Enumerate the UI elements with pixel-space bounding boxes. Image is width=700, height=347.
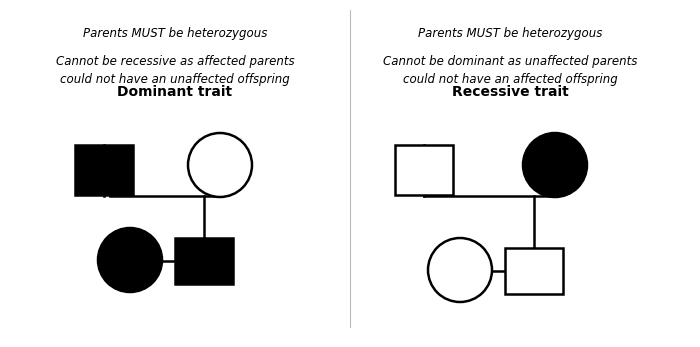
Text: Cannot be dominant as unaffected parents
could not have an affected offspring: Cannot be dominant as unaffected parents… [383,54,637,85]
Ellipse shape [188,133,252,197]
Ellipse shape [98,228,162,292]
Text: Cannot be recessive as affected parents
could not have an unaffected offspring: Cannot be recessive as affected parents … [56,54,294,85]
Text: Parents MUST be heterozygous: Parents MUST be heterozygous [418,26,602,40]
Ellipse shape [428,238,492,302]
Text: Dominant trait: Dominant trait [118,85,232,99]
Bar [505,248,563,294]
Text: Parents MUST be heterozygous: Parents MUST be heterozygous [83,26,267,40]
Bar [75,145,133,195]
Text: Recessive trait: Recessive trait [452,85,568,99]
Ellipse shape [523,133,587,197]
Bar [395,145,453,195]
Bar [175,238,233,284]
